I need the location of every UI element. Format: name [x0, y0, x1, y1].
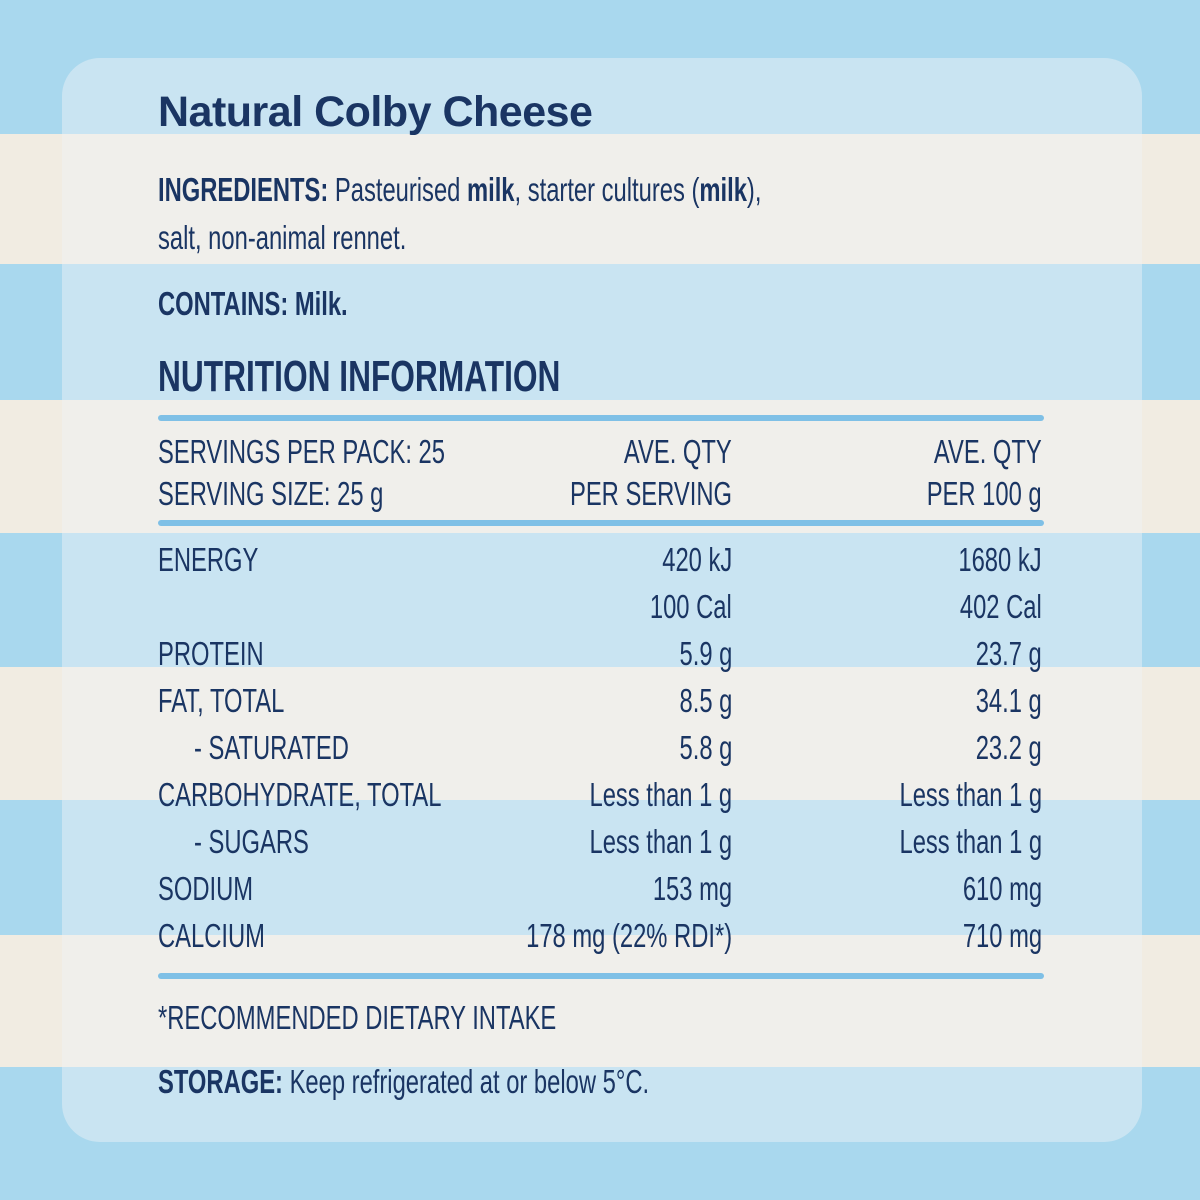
- nutrient-label: FAT, TOTAL: [158, 682, 285, 719]
- nutrient-label: CALCIUM: [158, 917, 265, 954]
- nutrient-label: ENERGY: [158, 541, 259, 578]
- col1-header-line2: PER SERVING: [570, 475, 732, 512]
- table-row: CALCIUM 178 mg (22% RDI*) 710 mg: [158, 917, 1044, 964]
- servings-per-pack: SERVINGS PER PACK: 25: [158, 433, 445, 470]
- table-row: - SUGARS Less than 1 g Less than 1 g: [158, 823, 1044, 870]
- ingredients-line2: salt, non-animal rennet.: [158, 219, 407, 256]
- allergen-milk: milk: [466, 171, 515, 208]
- serving-size: SERVING SIZE: 25 g: [158, 475, 384, 512]
- table-bottom-rule: [158, 973, 1044, 979]
- table-row: ENERGY 420 kJ 1680 kJ: [158, 541, 1044, 588]
- table-top-rule: [158, 415, 1044, 421]
- table-row: CARBOHYDRATE, TOTAL Less than 1 g Less t…: [158, 776, 1044, 823]
- product-title: Natural Colby Cheese: [158, 88, 593, 136]
- table-header-rule: [158, 520, 1044, 526]
- cream-stripe: [0, 134, 1200, 264]
- footnote: *RECOMMENDED DIETARY INTAKE: [158, 999, 557, 1036]
- table-row: FAT, TOTAL 8.5 g 34.1 g: [158, 682, 1044, 729]
- ingredients-block: INGREDIENTS: Pasteurised milk, starter c…: [158, 166, 996, 262]
- table-header-row: SERVING SIZE: 25 g PER SERVING PER 100 g: [158, 475, 1044, 522]
- table-row: 100 Cal 402 Cal: [158, 588, 1044, 635]
- per-serving-value: 100 Cal: [650, 588, 732, 625]
- per-100g-value: 23.7 g: [975, 635, 1042, 672]
- ingredient-text: ),: [746, 171, 762, 208]
- contains-block: CONTAINS: Milk.: [158, 280, 421, 328]
- per-serving-value: Less than 1 g: [589, 776, 732, 813]
- per-serving-value: 8.5 g: [679, 682, 732, 719]
- nutrient-label: - SATURATED: [194, 729, 349, 766]
- table-row: PROTEIN 5.9 g 23.7 g: [158, 635, 1044, 682]
- allergen-milk: milk: [699, 171, 747, 208]
- col1-header-line1: AVE. QTY: [624, 433, 732, 470]
- per-100g-value: Less than 1 g: [899, 823, 1042, 860]
- ingredients-label: INGREDIENTS:: [158, 171, 329, 208]
- nutrient-label: - SUGARS: [194, 823, 309, 860]
- nutrient-label: PROTEIN: [158, 635, 264, 672]
- per-serving-value: Less than 1 g: [589, 823, 732, 860]
- cream-stripe: [0, 400, 1200, 533]
- nutrient-label: CARBOHYDRATE, TOTAL: [158, 776, 442, 813]
- per-serving-value: 5.8 g: [679, 729, 732, 766]
- per-100g-value: 610 mg: [962, 870, 1042, 907]
- per-serving-value: 420 kJ: [661, 541, 732, 578]
- label-panel: [62, 58, 1142, 1142]
- table-header-row: SERVINGS PER PACK: 25 AVE. QTY AVE. QTY: [158, 433, 1044, 480]
- table-row: SODIUM 153 mg 610 mg: [158, 870, 1044, 917]
- cream-stripe: [0, 667, 1200, 800]
- per-100g-value: Less than 1 g: [899, 776, 1042, 813]
- per-serving-value: 178 mg (22% RDI*): [526, 917, 732, 954]
- col2-header-line2: PER 100 g: [927, 475, 1042, 512]
- per-serving-value: 5.9 g: [679, 635, 732, 672]
- per-100g-value: 34.1 g: [975, 682, 1042, 719]
- per-100g-value: 23.2 g: [975, 729, 1042, 766]
- nutrition-heading: NUTRITION INFORMATION: [158, 352, 561, 401]
- per-100g-value: 402 Cal: [960, 588, 1042, 625]
- contains-value: Milk.: [294, 285, 348, 322]
- per-100g-value: 710 mg: [962, 917, 1042, 954]
- table-row: - SATURATED 5.8 g 23.2 g: [158, 729, 1044, 776]
- storage-block: STORAGE: Keep refrigerated at or below 5…: [158, 1058, 840, 1106]
- ingredient-text: , starter cultures (: [514, 171, 700, 208]
- col2-header-line1: AVE. QTY: [934, 433, 1042, 470]
- ingredient-text: Pasteurised: [334, 171, 467, 208]
- cream-stripe: [0, 935, 1200, 1067]
- contains-label: CONTAINS:: [158, 285, 289, 322]
- per-100g-value: 1680 kJ: [958, 541, 1042, 578]
- storage-value: Keep refrigerated at or below 5°C.: [289, 1063, 650, 1100]
- nutrient-label: SODIUM: [158, 870, 254, 907]
- per-serving-value: 153 mg: [652, 870, 732, 907]
- storage-label: STORAGE:: [158, 1063, 283, 1100]
